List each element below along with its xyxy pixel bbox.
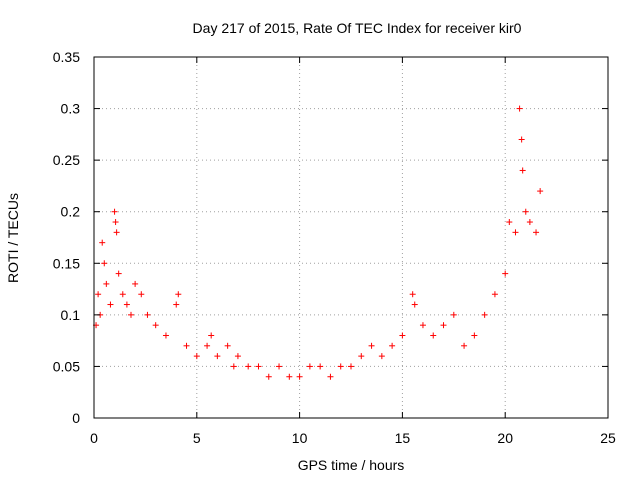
data-point bbox=[358, 353, 365, 360]
y-axis-label: ROTI / TECUs bbox=[5, 193, 21, 283]
data-point bbox=[111, 208, 118, 215]
data-point bbox=[502, 270, 509, 277]
data-point bbox=[193, 353, 200, 360]
data-point bbox=[512, 229, 519, 236]
data-point bbox=[286, 373, 293, 380]
data-point bbox=[430, 332, 437, 339]
chart-title: Day 217 of 2015, Rate Of TEC Index for r… bbox=[193, 20, 522, 36]
data-point bbox=[95, 291, 102, 298]
data-point bbox=[296, 373, 303, 380]
plot-frame bbox=[93, 56, 609, 419]
data-point bbox=[519, 167, 526, 174]
data-point bbox=[138, 291, 145, 298]
data-point bbox=[112, 219, 119, 226]
data-point bbox=[230, 363, 237, 370]
data-point bbox=[265, 373, 272, 380]
y-tick-label: 0.25 bbox=[53, 152, 80, 168]
data-point bbox=[491, 291, 498, 298]
data-point bbox=[481, 311, 488, 318]
data-points bbox=[93, 105, 544, 380]
data-point bbox=[518, 136, 525, 143]
data-point bbox=[440, 322, 447, 329]
x-tick-label: 20 bbox=[497, 430, 513, 446]
data-point bbox=[208, 332, 215, 339]
data-point bbox=[411, 301, 418, 308]
data-point bbox=[378, 353, 385, 360]
x-axis-ticks: 0 5 10 15 20 25 bbox=[90, 57, 616, 446]
data-point bbox=[506, 219, 513, 226]
y-tick-label: 0.2 bbox=[61, 204, 81, 220]
data-point bbox=[368, 342, 375, 349]
x-tick-label: 10 bbox=[292, 430, 308, 446]
data-point bbox=[409, 291, 416, 298]
data-point bbox=[152, 322, 159, 329]
data-point bbox=[533, 229, 540, 236]
data-point bbox=[419, 322, 426, 329]
x-tick-label: 0 bbox=[90, 430, 98, 446]
data-point bbox=[348, 363, 354, 370]
data-point bbox=[389, 342, 396, 349]
data-point bbox=[327, 373, 334, 380]
data-point bbox=[107, 301, 114, 308]
data-point bbox=[526, 219, 533, 226]
data-point bbox=[306, 363, 313, 370]
data-point bbox=[123, 301, 130, 308]
data-point bbox=[450, 311, 457, 318]
x-tick-label: 15 bbox=[395, 430, 411, 446]
y-tick-label: 0.35 bbox=[53, 49, 80, 65]
data-point bbox=[461, 342, 468, 349]
data-point bbox=[516, 105, 523, 112]
y-axis-ticks: 0 0.05 0.1 0.15 0.2 0.25 0.3 0.35 bbox=[53, 49, 608, 426]
data-point bbox=[119, 291, 126, 298]
x-tick-label: 25 bbox=[600, 430, 616, 446]
y-tick-label: 0.05 bbox=[53, 358, 80, 374]
data-point bbox=[162, 332, 169, 339]
data-point bbox=[224, 342, 231, 349]
data-point bbox=[103, 280, 110, 287]
data-point bbox=[214, 353, 221, 360]
y-tick-label: 0 bbox=[72, 410, 80, 426]
data-point bbox=[317, 363, 324, 370]
data-point bbox=[245, 363, 252, 370]
data-point bbox=[144, 311, 151, 318]
y-tick-label: 0.15 bbox=[53, 255, 80, 271]
data-point bbox=[537, 188, 544, 195]
data-point bbox=[204, 342, 211, 349]
data-point bbox=[276, 363, 283, 370]
x-axis-label: GPS time / hours bbox=[298, 457, 405, 473]
y-tick-label: 0.3 bbox=[61, 101, 81, 117]
data-point bbox=[255, 363, 262, 370]
data-point bbox=[115, 270, 122, 277]
data-point bbox=[113, 229, 120, 236]
data-point bbox=[471, 332, 478, 339]
data-point bbox=[101, 260, 108, 267]
y-tick-label: 0.1 bbox=[61, 307, 81, 323]
x-tick-label: 5 bbox=[193, 430, 201, 446]
data-point bbox=[399, 332, 406, 339]
data-point bbox=[175, 291, 182, 298]
data-point bbox=[132, 280, 139, 287]
data-point bbox=[173, 301, 180, 308]
data-point bbox=[183, 342, 190, 349]
data-point bbox=[337, 363, 344, 370]
data-point bbox=[99, 239, 106, 246]
data-point bbox=[522, 208, 529, 215]
data-point bbox=[128, 311, 135, 318]
data-point bbox=[234, 353, 241, 360]
